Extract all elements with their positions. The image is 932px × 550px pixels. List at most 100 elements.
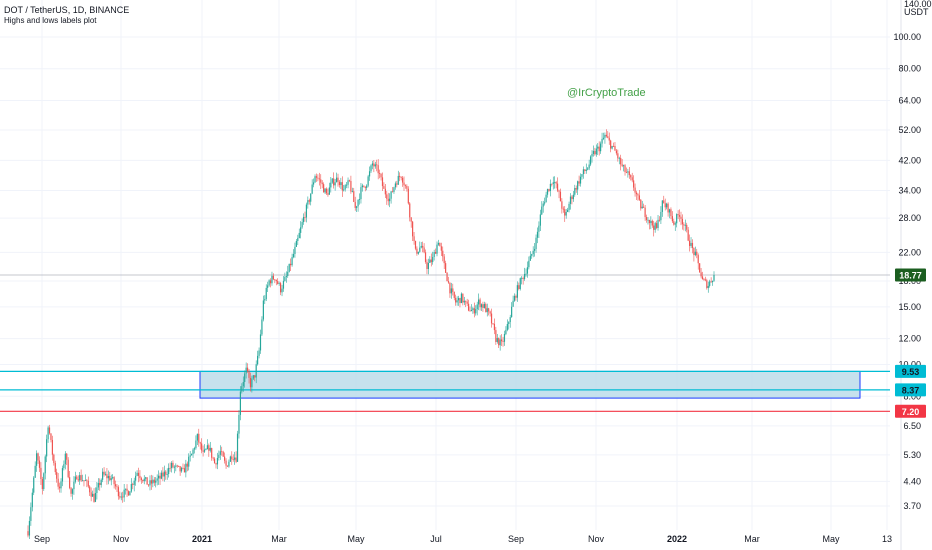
candle-body (401, 177, 404, 183)
candle-body (657, 219, 659, 228)
candle-body (489, 311, 491, 314)
candle-body (81, 480, 84, 482)
candle-body (170, 462, 173, 469)
candle-body (321, 182, 323, 185)
candle-body (551, 183, 553, 185)
candle-body (499, 339, 501, 346)
candle-body (569, 196, 572, 204)
candle-body (429, 259, 431, 264)
candle-body (534, 248, 536, 251)
candle-body (215, 463, 217, 465)
candle-body (496, 338, 498, 342)
candle-body (538, 225, 540, 232)
candle-body (160, 472, 163, 479)
candle-body (465, 300, 467, 302)
candle-body (645, 217, 648, 220)
candle-body (195, 440, 197, 449)
candle-body (79, 475, 81, 481)
candle-body (354, 201, 356, 208)
candle-body (690, 242, 692, 246)
candle-body (432, 257, 434, 263)
candle-body (312, 182, 315, 185)
candle-body (236, 433, 239, 462)
symbol-title: DOT / TetherUS, 1D, BINANCE (4, 5, 130, 15)
candle-body (519, 278, 521, 289)
candle-body (579, 176, 582, 184)
candle-body (648, 219, 651, 224)
candle-body (697, 255, 699, 264)
candle-body (604, 134, 606, 138)
candle-body (74, 476, 76, 482)
candle-body (136, 472, 138, 476)
candle-body (635, 192, 638, 195)
price-tick-label: 64.00 (898, 95, 921, 105)
candle-body (634, 187, 636, 193)
candle-body (455, 297, 457, 303)
candle-body (38, 460, 41, 468)
candle-body (414, 241, 417, 249)
candle-body (301, 222, 303, 228)
candle-body (711, 280, 714, 283)
time-tick-label: Sep (34, 534, 50, 544)
candle-body (241, 386, 243, 392)
candle-body (683, 224, 685, 226)
candle-body (132, 484, 134, 485)
candle-body (371, 163, 374, 166)
candle-body (228, 461, 230, 467)
candle-body (40, 467, 42, 480)
candle-body (176, 465, 178, 467)
candle-body (567, 209, 569, 212)
candle-body (589, 156, 592, 165)
candle-body (343, 189, 345, 191)
candle-body (44, 456, 46, 474)
price-tick-label: 15.00 (898, 302, 921, 312)
candle-body (238, 414, 240, 434)
candle-body (555, 182, 557, 184)
candle-body (614, 145, 616, 151)
candle-body (469, 310, 471, 312)
candle-body (183, 468, 186, 473)
candle-body (73, 481, 75, 490)
candle-body (208, 445, 210, 451)
candle-body (143, 478, 145, 482)
candle-body (315, 176, 318, 178)
candle-body (358, 199, 361, 200)
candle-body (314, 176, 316, 183)
candle-body (671, 216, 673, 222)
candle-body (226, 465, 229, 467)
candle-body (199, 442, 201, 444)
candle-body (437, 242, 440, 245)
candle-body (363, 185, 365, 187)
candle-body (502, 341, 504, 343)
candle-body (591, 153, 593, 157)
candle-body (37, 453, 39, 461)
candle-body (710, 281, 712, 283)
candle-body (298, 232, 300, 239)
candle-body (422, 245, 424, 248)
candle-body (172, 462, 174, 468)
price-badge (895, 404, 926, 418)
candle-body (86, 480, 88, 481)
candle-body (348, 180, 351, 182)
candle-body (140, 478, 142, 480)
candle-body (622, 165, 625, 167)
candle-body (393, 187, 395, 192)
candle-body (426, 261, 428, 269)
candle-body (624, 165, 626, 172)
candle-body (600, 143, 602, 152)
candle-body (356, 206, 358, 208)
candle-body (658, 219, 661, 221)
candle-body (678, 215, 681, 217)
candle-body (515, 295, 517, 298)
candle-body (641, 206, 643, 209)
candle-body (69, 477, 71, 488)
candle-body (577, 181, 579, 190)
candle-body (222, 451, 224, 457)
candle-body (268, 280, 270, 286)
candle-body (479, 299, 481, 308)
candle-body (482, 304, 484, 308)
candle-body (674, 223, 676, 225)
candle-body (610, 140, 612, 149)
candle-body (700, 272, 702, 277)
